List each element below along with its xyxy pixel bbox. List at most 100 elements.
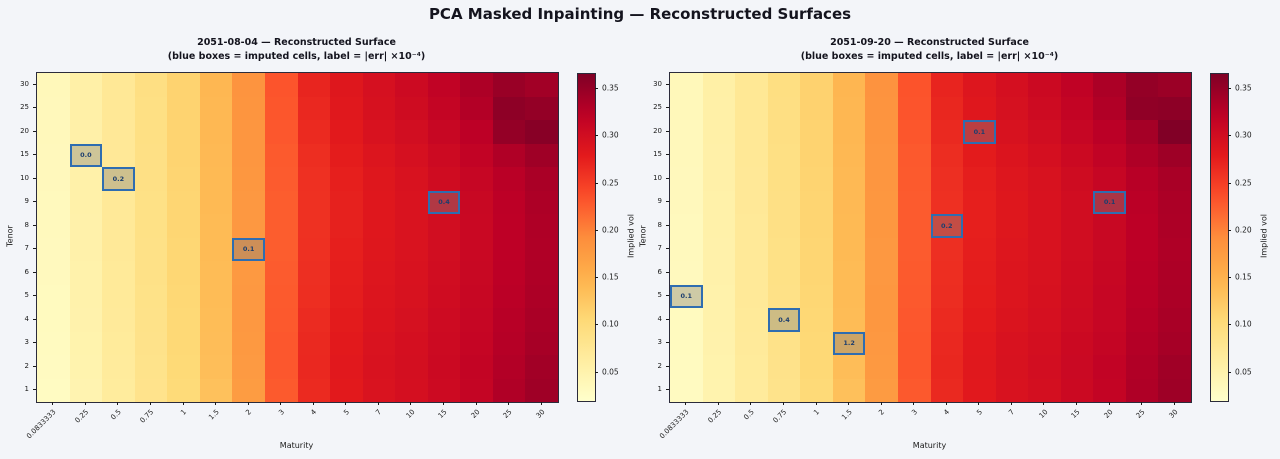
heatmap-cell	[460, 143, 493, 167]
heatmap-cell	[963, 331, 996, 355]
heatmap-cell	[865, 261, 898, 285]
heatmap-cell	[1060, 143, 1094, 167]
heatmap-cell	[330, 120, 363, 144]
colorbar-tick-mark	[595, 182, 598, 184]
heatmap-cell	[362, 355, 396, 379]
heatmap-cell	[297, 214, 331, 238]
heatmap-cell	[460, 167, 493, 191]
x-tick-label: 10	[1037, 408, 1050, 420]
heatmap-cell	[1125, 190, 1159, 214]
heatmap-cell	[102, 284, 135, 308]
heatmap-cell	[460, 120, 493, 144]
heatmap-cell	[37, 214, 70, 238]
heatmap-cell	[199, 214, 233, 238]
heatmap-cell	[735, 261, 768, 285]
heatmap-cell	[232, 214, 265, 238]
heatmap-cell	[1093, 190, 1126, 214]
heatmap-cell	[702, 237, 736, 261]
heatmap-cell	[69, 261, 103, 285]
y-tick-mark	[666, 389, 669, 391]
heatmap-cell	[69, 237, 103, 261]
heatmap-cell	[199, 167, 233, 191]
heatmap-cell	[832, 237, 866, 261]
x-tick-label: 20	[469, 408, 482, 420]
heatmap-cell	[167, 167, 200, 191]
heatmap-cell	[832, 214, 866, 238]
heatmap-cell	[800, 331, 833, 355]
heatmap-cell	[134, 120, 168, 144]
heatmap-row	[670, 237, 1191, 261]
heatmap-cell	[525, 214, 558, 238]
heatmap-cell	[930, 284, 964, 308]
heatmap-cell	[492, 355, 526, 379]
colorbar-tick-label: 0.15	[602, 272, 619, 282]
colorbar-tick-label: 0.25	[602, 178, 619, 188]
heatmap-cell	[1125, 214, 1159, 238]
heatmap-cell	[102, 73, 135, 97]
heatmap-cell	[865, 237, 898, 261]
x-tick-mark	[1010, 402, 1012, 405]
heatmap-cell	[1158, 237, 1191, 261]
heatmap-cell	[297, 378, 331, 402]
heatmap-cell	[395, 261, 428, 285]
x-axis-label: Maturity	[912, 441, 947, 450]
heatmap-cell	[460, 190, 493, 214]
y-tick-mark	[33, 177, 36, 179]
heatmap-cell	[395, 143, 428, 167]
heatmap-cell	[670, 120, 703, 144]
heatmap-cell	[1060, 73, 1094, 97]
subplot-title-line1: 2051-08-04 — Reconstructed Surface	[197, 37, 396, 48]
heatmap-grid	[37, 73, 558, 402]
heatmap-row	[37, 355, 558, 379]
heatmap-cell	[897, 96, 931, 120]
heatmap-cell	[963, 190, 996, 214]
heatmap-cell	[702, 190, 736, 214]
imputed-cell-box: 0.2	[102, 167, 135, 191]
heatmap-cell	[492, 190, 526, 214]
heatmap-cell	[930, 73, 964, 97]
colorbar-tick-mark	[595, 229, 598, 231]
heatmap-cell	[102, 214, 135, 238]
heatmap-cell	[670, 190, 703, 214]
heatmap-cell	[1060, 167, 1094, 191]
y-tick-mark	[33, 389, 36, 391]
heatmap-cell	[330, 378, 363, 402]
heatmap-cell	[1093, 96, 1126, 120]
heatmap-cell	[1093, 261, 1126, 285]
x-tick-mark	[52, 402, 54, 405]
y-tick-label: 5	[24, 291, 29, 300]
colorbar-tick-mark	[595, 371, 598, 373]
x-tick-mark	[782, 402, 784, 405]
heatmap-cell	[800, 143, 833, 167]
heatmap-cell	[264, 378, 298, 402]
heatmap-cell	[930, 331, 964, 355]
heatmap-cell	[800, 120, 833, 144]
y-tick-label: 6	[24, 267, 29, 276]
heatmap-cell	[460, 378, 493, 402]
heatmap-cell	[232, 120, 265, 144]
heatmap-row	[670, 261, 1191, 285]
x-tick-label: 1.5	[207, 408, 221, 422]
heatmap-cell	[297, 308, 331, 332]
y-tick-mark	[33, 365, 36, 367]
x-tick-mark	[84, 402, 86, 405]
heatmap-cell	[395, 331, 428, 355]
heatmap-cell	[1125, 378, 1159, 402]
heatmap-cell	[297, 355, 331, 379]
heatmap-cell	[362, 167, 396, 191]
x-tick-label: 0.0833333	[25, 408, 58, 441]
heatmap-cell	[930, 237, 964, 261]
figure-title: PCA Masked Inpainting — Reconstructed Su…	[428, 5, 852, 23]
heatmap-cell	[264, 167, 298, 191]
heatmap-cell	[930, 261, 964, 285]
heatmap-cell	[167, 308, 200, 332]
heatmap-cell	[1125, 261, 1159, 285]
heatmap-row	[670, 214, 1191, 238]
heatmap-cell	[995, 73, 1029, 97]
heatmap-cell	[102, 355, 135, 379]
heatmap-cell	[767, 261, 801, 285]
heatmap-cell	[735, 284, 768, 308]
heatmap-cell	[897, 120, 931, 144]
colorbar-tick-mark	[595, 135, 598, 137]
